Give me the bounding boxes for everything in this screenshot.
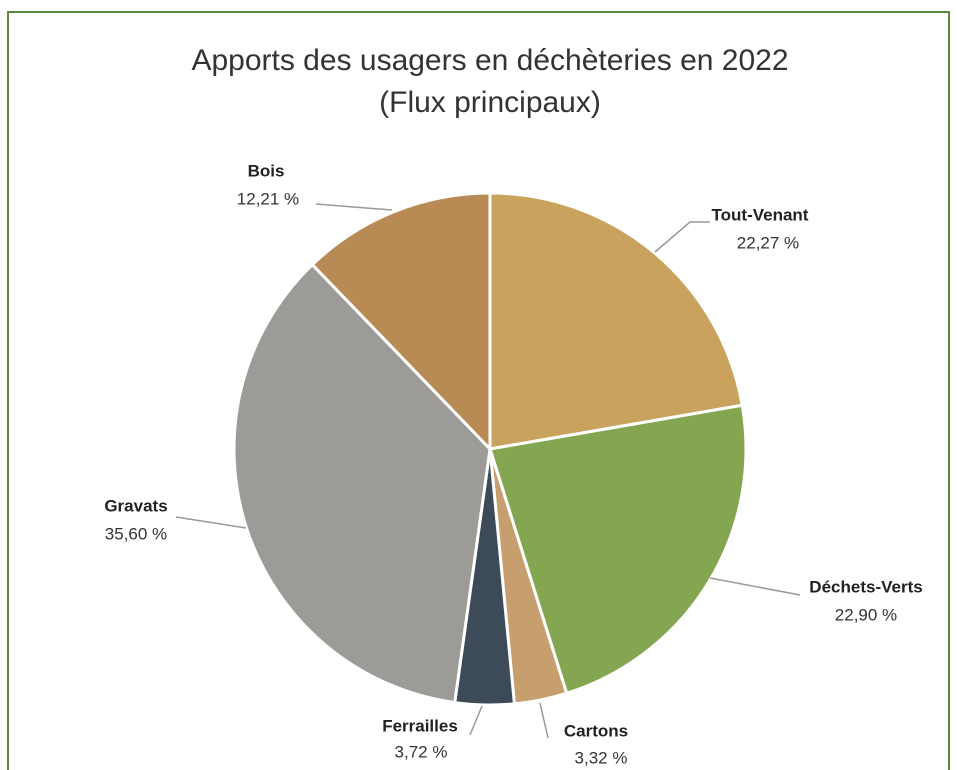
slice-name: Gravats <box>104 496 167 515</box>
leader-line <box>654 221 710 253</box>
leader-line <box>175 516 247 529</box>
slice-value: 12,21 % <box>237 189 299 208</box>
chart-subtitle: (Flux principaux) <box>379 86 601 119</box>
slice-value: 3,72 % <box>395 742 448 761</box>
slice-value: 22,27 % <box>737 233 799 252</box>
pie-slice <box>488 403 748 696</box>
slice-value: 22,90 % <box>835 605 897 624</box>
leader-line <box>469 705 483 736</box>
leader-line <box>709 577 801 596</box>
slice-name: Tout-Venant <box>712 205 809 224</box>
slice-name: Déchets-Verts <box>809 577 922 596</box>
slice-name: Ferrailles <box>382 716 458 735</box>
pie-slice <box>232 262 492 705</box>
leader-line <box>315 203 393 211</box>
slice-name: Bois <box>248 161 285 180</box>
pie-slice <box>488 191 744 451</box>
leader-line <box>539 702 549 739</box>
chart-title: Apports des usagers en déchèteries en 20… <box>191 44 788 77</box>
slice-value: 35,60 % <box>105 524 167 543</box>
pie-slice <box>310 191 492 453</box>
slice-value: 3,32 % <box>575 748 628 767</box>
slice-name: Cartons <box>564 721 628 740</box>
